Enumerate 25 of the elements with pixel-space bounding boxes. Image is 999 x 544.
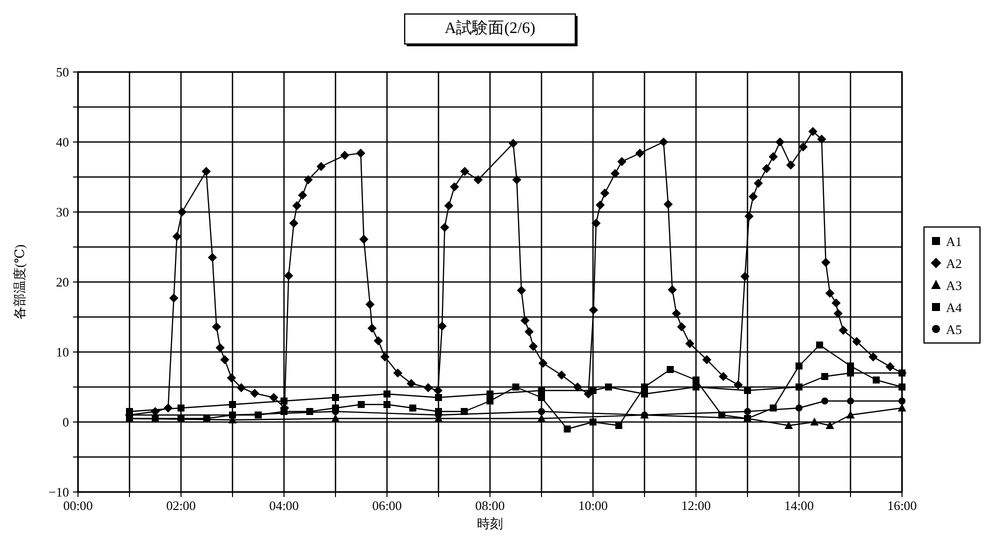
- x-tick-label: 04:00: [269, 498, 299, 513]
- chart-title: A試験面(2/6): [444, 19, 536, 37]
- x-tick-label: 00:00: [63, 498, 93, 513]
- legend-label: A1: [946, 234, 962, 249]
- y-tick-label: 40: [56, 134, 69, 150]
- legend-label: A3: [946, 278, 962, 293]
- x-tick-label: 10:00: [578, 498, 608, 513]
- x-tick-label: 14:00: [784, 498, 814, 513]
- x-tick-label: 08:00: [475, 498, 505, 513]
- y-tick-label: 20: [56, 274, 69, 290]
- legend-label: A4: [946, 300, 962, 315]
- x-tick-label: 06:00: [372, 498, 402, 513]
- title: A試験面(2/6): [404, 13, 578, 46]
- y-tick-label: 0: [62, 414, 69, 430]
- x-axis-title: 時刻: [477, 516, 503, 531]
- x-tick-label: 12:00: [681, 498, 711, 513]
- y-tick-label: 50: [56, 64, 69, 80]
- y-axis-title: 各部温度(℃): [12, 244, 27, 320]
- y-tick-label: −10: [48, 484, 69, 500]
- x-tick-label: 16:00: [887, 498, 917, 513]
- x-tick-label: 02:00: [166, 498, 196, 513]
- legend-label: A5: [946, 322, 962, 337]
- legend-label: A2: [946, 256, 962, 271]
- y-tick-label: 30: [56, 204, 69, 220]
- y-tick-label: 10: [56, 344, 69, 360]
